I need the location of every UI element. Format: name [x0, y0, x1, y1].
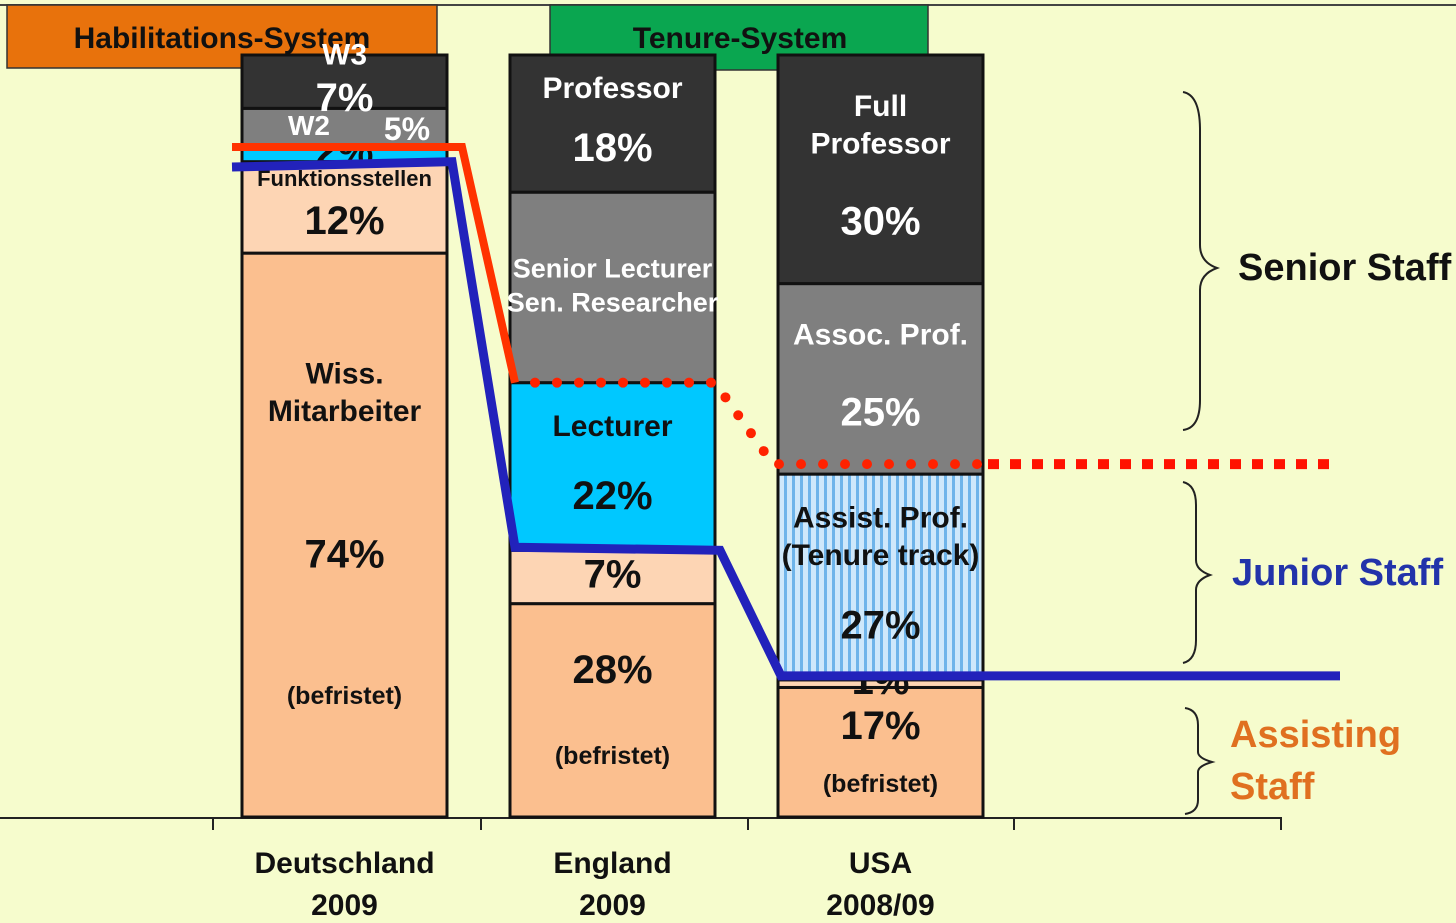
value-label: 12% — [304, 199, 384, 243]
header: Tenure-System — [633, 22, 848, 55]
x-tick-label: USA — [849, 847, 912, 880]
segment-label: Professor — [810, 128, 950, 161]
bar-segment — [776, 282, 985, 476]
segment-label: W3 — [322, 39, 367, 72]
group-label: Staff — [1230, 766, 1315, 808]
x-tick-label: England — [553, 847, 671, 880]
group-label: Senior Staff — [1238, 247, 1452, 289]
value-label: 74% — [304, 532, 384, 576]
x-tick-label: 2009 — [579, 889, 646, 922]
segment-label: Sen. Researcher — [507, 287, 719, 317]
boundary-line — [231, 157, 1340, 681]
x-tick-label: 2009 — [311, 889, 378, 922]
bar-segment — [508, 381, 717, 552]
bar-segment — [776, 472, 985, 682]
value-label: 25% — [840, 390, 920, 434]
segment-label: Assoc. Prof. — [793, 319, 968, 352]
bar-segment — [508, 53, 717, 194]
segment-label: Lecturer — [552, 410, 672, 443]
value-label: 18% — [572, 126, 652, 170]
segment-note: (befristet) — [823, 770, 938, 798]
segment-label: Assist. Prof. — [793, 502, 968, 535]
segment-label: W2 — [288, 110, 330, 141]
segment-label: Professor — [542, 72, 682, 105]
bar-segment — [240, 106, 449, 148]
x-tick-label: Deutschland — [254, 847, 434, 880]
bar-segment — [508, 548, 717, 606]
x-tick-label: 2008/09 — [826, 889, 934, 922]
value-label: 22% — [572, 474, 652, 518]
value-label: 7% — [584, 553, 642, 597]
segment-label: Full — [854, 90, 907, 123]
bar-segment — [240, 160, 449, 255]
bar-segment — [240, 53, 449, 110]
value-label: 5% — [384, 111, 430, 147]
segment-label: (Tenure track) — [782, 539, 980, 572]
group-label: Junior Staff — [1232, 552, 1443, 594]
bar-segment — [776, 53, 985, 286]
header: Habilitations-System — [74, 22, 371, 55]
segment-note: (befristet) — [555, 742, 670, 770]
bar-segment — [508, 602, 717, 819]
segment-note: (befristet) — [287, 682, 402, 710]
segment-label: Senior Lecturer — [513, 254, 713, 284]
value-label: 30% — [840, 200, 920, 244]
bar-segment — [240, 251, 449, 819]
value-label: 27% — [840, 603, 920, 647]
value-label: 7% — [316, 76, 374, 120]
group-label: Assisting — [1230, 714, 1401, 756]
value-label: 28% — [572, 648, 652, 692]
segment-label: Wiss. — [305, 358, 383, 391]
x-axis-ticks — [212, 818, 1282, 830]
segment-label: Mitarbeiter — [268, 395, 422, 428]
boundary-line — [530, 377, 988, 470]
boundary-line — [232, 143, 519, 384]
braces — [1182, 91, 1221, 815]
value-label: 17% — [840, 704, 920, 748]
